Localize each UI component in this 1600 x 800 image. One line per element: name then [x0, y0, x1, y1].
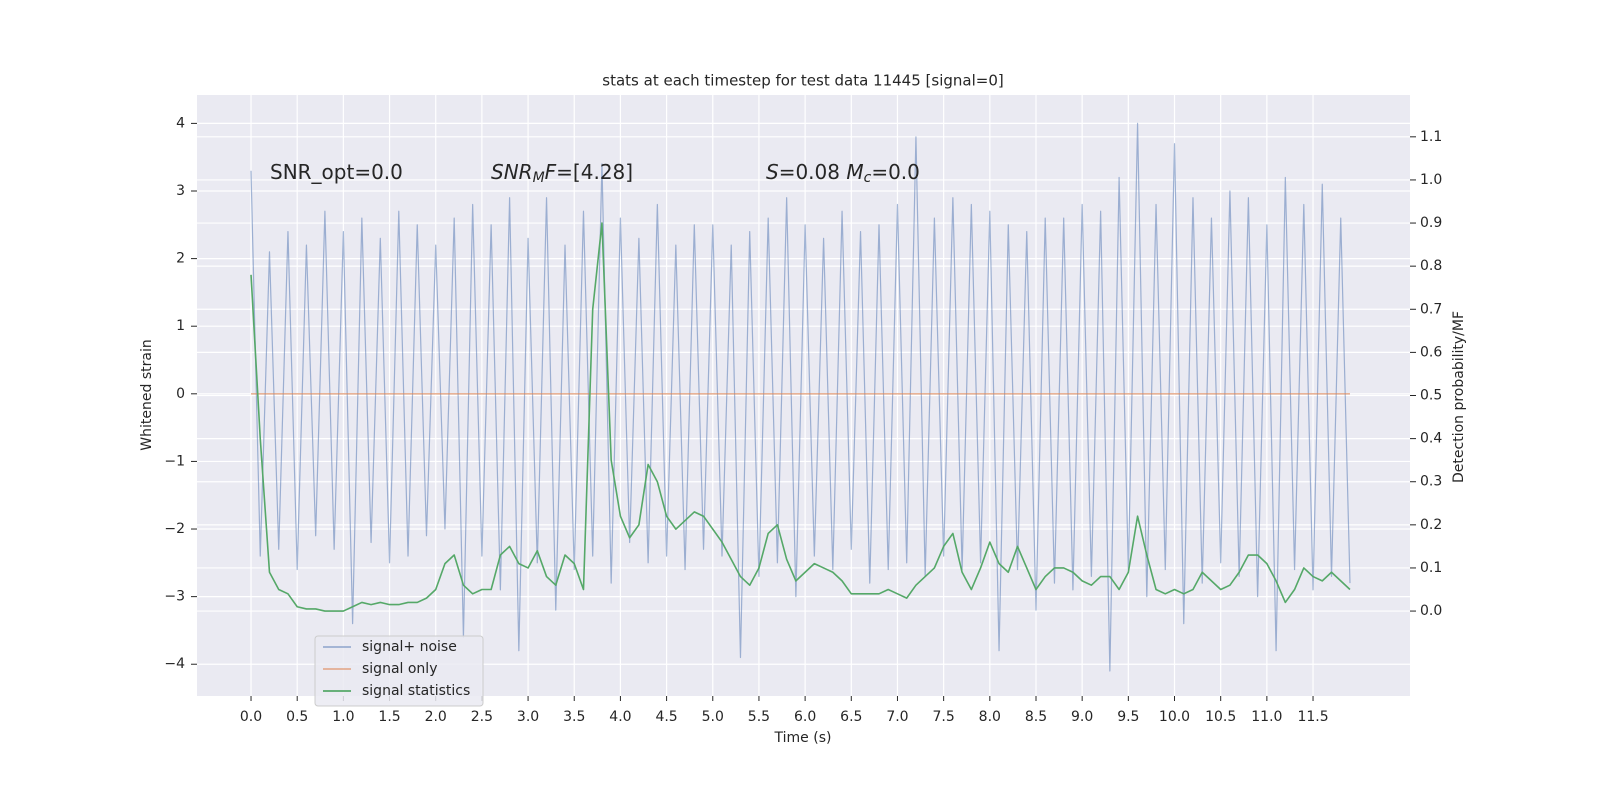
- y-tick-label: 1: [176, 318, 185, 334]
- x-tick-label: 9.0: [1071, 709, 1093, 725]
- annotation-part: SNR: [491, 160, 533, 184]
- x-tick-label: 3.5: [563, 709, 585, 725]
- x-tick-label: 10.0: [1159, 709, 1190, 725]
- x-tick-label: 2.0: [425, 709, 447, 725]
- x-tick-label: 10.5: [1205, 709, 1236, 725]
- y2-tick-label: 0.0: [1420, 603, 1442, 619]
- y2-tick-label: 0.7: [1420, 301, 1442, 317]
- y2-tick-label: 0.9: [1420, 215, 1442, 231]
- annotation-part: M: [846, 160, 863, 184]
- x-tick-label: 7.5: [933, 709, 955, 725]
- x-tick-label: 9.5: [1117, 709, 1139, 725]
- y-tick-label: −1: [164, 453, 185, 469]
- x-tick-label: 6.5: [840, 709, 862, 725]
- y2-tick-label: 1.1: [1420, 129, 1442, 145]
- y-tick-label: 4: [176, 115, 185, 131]
- x-tick-label: 8.0: [979, 709, 1001, 725]
- data-line: [250, 222, 1351, 612]
- legend: signal+ noise signal only signal statistic…: [314, 635, 484, 707]
- annotation-part: M: [533, 170, 545, 186]
- x-tick-label: 11.5: [1297, 709, 1328, 725]
- chart-title: stats at each timestep for test data 114…: [602, 72, 1003, 90]
- annotation-part: SNR_opt=0.0: [270, 160, 403, 184]
- x-tick-label: 11.0: [1251, 709, 1282, 725]
- y2-axis-label: Detection probability/MF: [1451, 311, 1467, 483]
- annotation-part: =[4.28]: [556, 160, 633, 184]
- y2-tick-label: 0.2: [1420, 517, 1442, 533]
- x-tick-label: 5.0: [702, 709, 724, 725]
- y-tick-label: −3: [164, 589, 185, 605]
- x-tick-label: 6.0: [794, 709, 816, 725]
- x-tick-label: 0.0: [240, 709, 262, 725]
- data-line: [250, 122, 1351, 672]
- y2-tick-label: 0.1: [1420, 560, 1442, 576]
- y-tick-label: 2: [176, 251, 185, 267]
- y-axis-label: Whitened strain: [139, 339, 155, 450]
- x-tick-label: 4.0: [609, 709, 631, 725]
- y2-tick-label: 0.8: [1420, 258, 1442, 274]
- y-tick-label: −4: [164, 656, 185, 672]
- ticks: 0.0 0.5 1.0 1.5 2.0 2.5 3.0 3.5 4.0 4.5 5.0 5.5 6.0 6…: [164, 115, 1442, 725]
- annotation: SNR_opt=0.0: [270, 160, 403, 184]
- y2-tick-label: 0.3: [1420, 474, 1442, 490]
- x-tick-label: 8.5: [1025, 709, 1047, 725]
- y2-tick-label: 0.4: [1420, 431, 1442, 447]
- y-tick-label: 0: [176, 386, 185, 402]
- x-tick-label: 2.5: [471, 709, 493, 725]
- annotation-part: S: [766, 160, 779, 184]
- x-tick-label: 7.0: [886, 709, 908, 725]
- x-tick-label: 3.0: [517, 709, 539, 725]
- x-axis-label: Time (s): [774, 730, 832, 746]
- y2-tick-label: 1.0: [1420, 172, 1442, 188]
- annotation: SNRMF=[4.28]: [491, 160, 633, 187]
- legend-label: signal+ noise: [362, 639, 457, 655]
- grid: [197, 95, 1410, 696]
- annotation-part: =0.08: [779, 160, 847, 184]
- annotation-part: =0.0: [871, 160, 920, 184]
- annotation-part: c: [864, 170, 872, 186]
- y2-tick-label: 0.6: [1420, 344, 1442, 360]
- x-tick-label: 1.0: [332, 709, 354, 725]
- y2-tick-label: 0.5: [1420, 388, 1442, 404]
- y-tick-label: 3: [176, 183, 185, 199]
- y-tick-label: −2: [164, 521, 185, 537]
- x-tick-label: 4.5: [655, 709, 677, 725]
- x-tick-label: 1.5: [378, 709, 400, 725]
- legend-box: [314, 635, 484, 707]
- x-tick-label: 0.5: [286, 709, 308, 725]
- legend-label: signal only: [362, 661, 437, 677]
- legend-label: signal statistics: [362, 683, 470, 699]
- annotation: S=0.08 Mc=0.0: [766, 160, 920, 187]
- annotation-part: F: [545, 160, 557, 184]
- x-tick-label: 5.5: [748, 709, 770, 725]
